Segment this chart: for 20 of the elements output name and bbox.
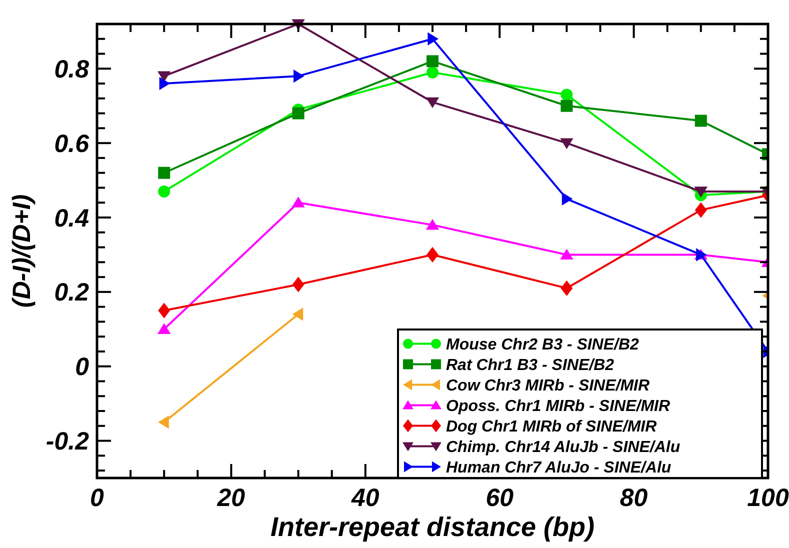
legend-label: Chimp. Chr14 AluJb - SINE/Alu	[446, 438, 680, 456]
legend-label: Cow Chr3 MIRb - SINE/MIR	[446, 377, 650, 394]
y-tick-label: 0.2	[54, 278, 90, 307]
y-tick-label: 0	[75, 353, 90, 382]
y-tick-label: 0.4	[54, 204, 90, 232]
y-tick-label: 0.8	[54, 55, 90, 84]
x-tick-label: 60	[486, 484, 514, 512]
x-tick-label: 80	[620, 484, 648, 512]
legend-label: Rat Chr1 B3 - SINE/B2	[446, 356, 614, 374]
x-tick-label: 100	[747, 484, 789, 512]
y-axis-title: (D-I)/(D+I)	[8, 194, 36, 308]
x-tick-label: 40	[350, 484, 380, 512]
legend-label: Mouse Chr2 B3 - SINE/B2	[446, 336, 640, 354]
legend-label: Dog Chr1 MIRb of SINE/MIR	[446, 418, 658, 436]
y-tick-label: -0.2	[46, 428, 90, 456]
x-tick-label: 20	[216, 484, 246, 512]
y-tick-label: 0.6	[54, 130, 90, 158]
x-axis-title: Inter-repeat distance (bp)	[270, 512, 595, 542]
legend-label: Oposs. Chr1 MIRb - SINE/MIR	[446, 398, 670, 415]
legend-label: Human Chr7 AluJo - SINE/Alu	[446, 459, 672, 476]
